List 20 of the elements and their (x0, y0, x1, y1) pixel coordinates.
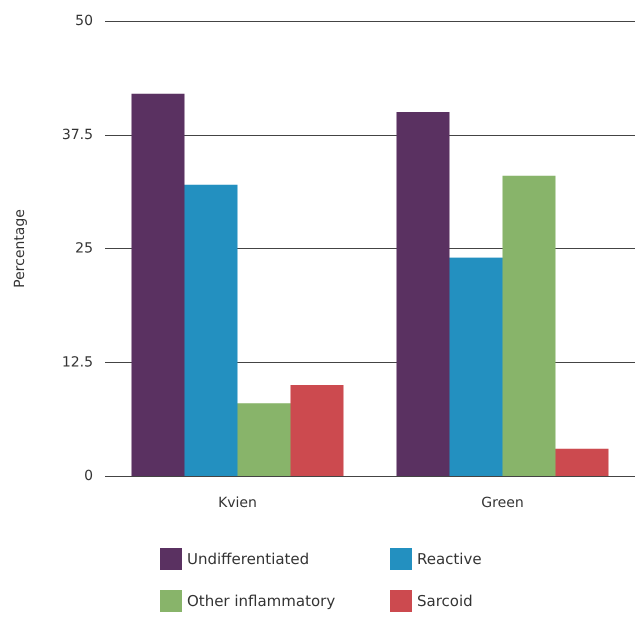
legend-label: Reactive (417, 550, 482, 568)
bar (290, 385, 344, 476)
x-tick-label: Green (481, 495, 524, 511)
bar (396, 112, 450, 476)
x-tick-label: Kvien (218, 495, 257, 511)
y-tick-label: 25 (75, 240, 93, 256)
y-tick-label: 50 (75, 13, 93, 29)
bar (450, 258, 502, 476)
bar (556, 448, 608, 476)
legend-label: Sarcoid (417, 592, 473, 610)
legend-label: Undifferentiated (187, 550, 310, 568)
y-tick-label: 37.5 (62, 126, 93, 143)
y-tick-label: 12.5 (62, 354, 93, 370)
bar (502, 176, 556, 476)
y-axis-title: Percentage (12, 209, 28, 288)
y-tick-label: 0 (84, 468, 93, 484)
bar (132, 94, 184, 476)
bar (184, 184, 238, 476)
legend-label: Other inflammatory (187, 592, 336, 610)
bar (238, 403, 290, 476)
